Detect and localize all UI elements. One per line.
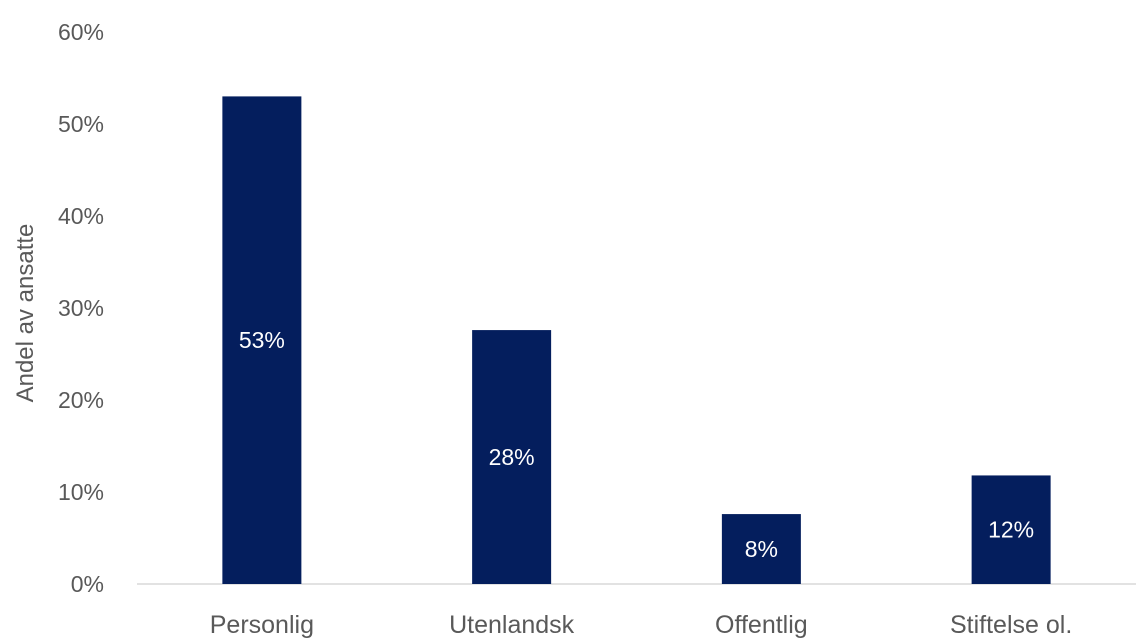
bar-value-label: 28%	[489, 444, 535, 470]
bar-value-label: 12%	[988, 517, 1034, 543]
bar	[721, 514, 801, 584]
x-tick-label: Personlig	[210, 611, 314, 639]
bar	[472, 330, 552, 584]
bar-value-label: 53%	[239, 327, 285, 353]
y-axis-ticks: 0% 10% 20% 30% 40% 50% 60%	[58, 19, 104, 597]
x-tick-label: Offentlig	[715, 611, 808, 639]
y-tick-label: 0%	[71, 571, 104, 597]
bars: 53% 28% 8% 12%	[222, 96, 1051, 585]
x-tick-label: Utenlandsk	[449, 611, 575, 639]
y-tick-label: 30%	[58, 295, 104, 321]
y-tick-label: 40%	[58, 203, 104, 229]
y-tick-label: 10%	[58, 479, 104, 505]
x-tick-label: Stiftelse ol.	[950, 611, 1072, 639]
x-axis-categories: Personlig Utenlandsk Offentlig Stiftelse ol…	[210, 611, 1073, 639]
bar	[971, 475, 1051, 584]
y-tick-label: 60%	[58, 19, 104, 45]
y-tick-label: 20%	[58, 387, 104, 413]
y-axis-label: Andel av ansatte	[12, 224, 39, 403]
bar	[222, 96, 302, 585]
bar-value-label: 8%	[745, 536, 778, 562]
y-tick-label: 50%	[58, 111, 104, 137]
